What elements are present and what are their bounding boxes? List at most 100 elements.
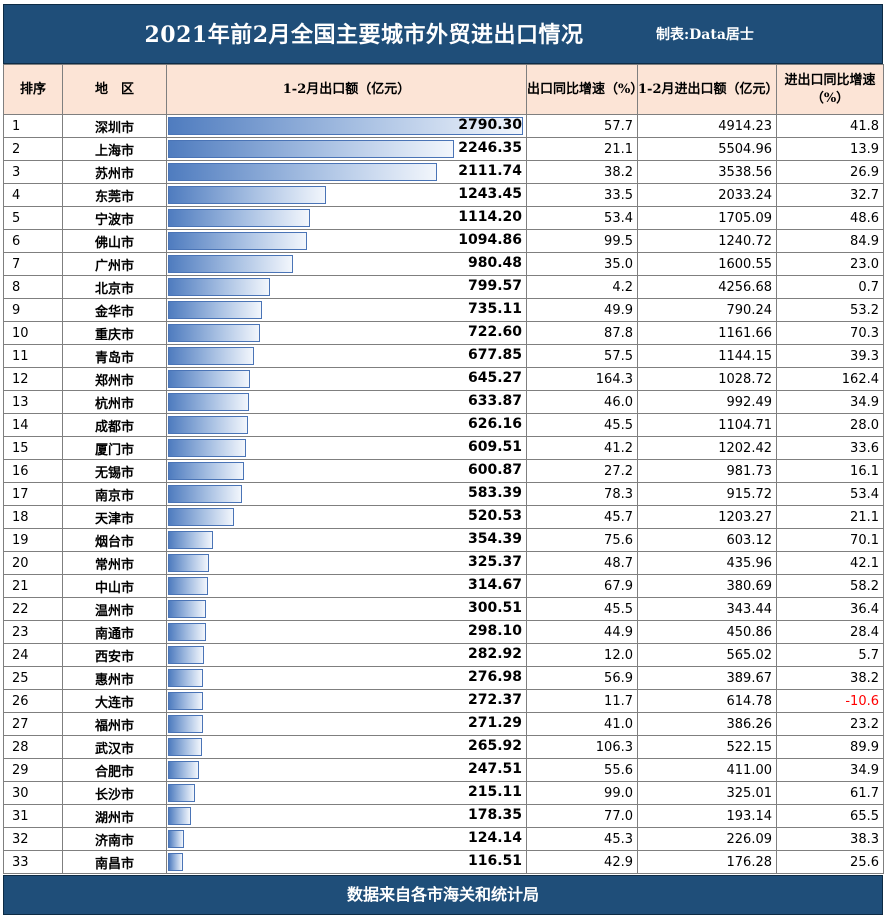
header-trade-yoy: 进出口同比增速（%） (776, 64, 884, 115)
table-row: 12 郑州市 645.27 164.3 1028.72 162.4 (3, 367, 884, 391)
header-export: 1-2月出口额（亿元） (166, 64, 527, 115)
trade-yoy-cell: 34.9 (776, 390, 884, 414)
trade-cell: 2033.24 (637, 183, 777, 207)
header-trade: 1-2月进出口额（亿元） (637, 64, 779, 115)
export-cell: 2790.30 (166, 114, 527, 138)
trade-yoy-cell: 32.7 (776, 183, 884, 207)
city-cell: 重庆市 (62, 321, 167, 345)
export-value: 1094.86 (458, 232, 522, 248)
table-row: 6 佛山市 1094.86 99.5 1240.72 84.9 (3, 229, 884, 253)
export-cell: 677.85 (166, 344, 527, 368)
table-row: 16 无锡市 600.87 27.2 981.73 16.1 (3, 459, 884, 483)
export-databar (168, 485, 243, 503)
city-cell: 烟台市 (62, 528, 167, 552)
export-yoy-cell: 106.3 (526, 735, 638, 759)
export-cell: 600.87 (166, 459, 527, 483)
export-yoy-cell: 12.0 (526, 643, 638, 667)
export-cell: 609.51 (166, 436, 527, 460)
export-databar (168, 347, 255, 365)
export-value: 276.98 (467, 669, 522, 685)
city-cell: 广州市 (62, 252, 167, 276)
table-row: 33 南昌市 116.51 42.9 176.28 25.6 (3, 850, 884, 874)
export-value: 2246.35 (458, 140, 522, 156)
trade-yoy-cell: 13.9 (776, 137, 884, 161)
export-cell: 2246.35 (166, 137, 527, 161)
export-value: 1243.45 (458, 186, 522, 202)
rank-cell: 23 (3, 620, 63, 644)
export-value: 282.92 (467, 646, 522, 662)
trade-yoy-cell: 53.2 (776, 298, 884, 322)
trade-cell: 3538.56 (637, 160, 777, 184)
export-cell: 300.51 (166, 597, 527, 621)
export-yoy-cell: 57.7 (526, 114, 638, 138)
rank-cell: 32 (3, 827, 63, 851)
trade-yoy-cell: 70.3 (776, 321, 884, 345)
rank-cell: 6 (3, 229, 63, 253)
export-yoy-cell: 45.5 (526, 597, 638, 621)
rank-cell: 3 (3, 160, 63, 184)
header-rank: 排序 (3, 64, 63, 115)
table-row: 25 惠州市 276.98 56.9 389.67 38.2 (3, 666, 884, 690)
trade-cell: 915.72 (637, 482, 777, 506)
city-cell: 常州市 (62, 551, 167, 575)
export-value: 735.11 (467, 301, 522, 317)
export-value: 298.10 (467, 623, 522, 639)
trade-yoy-cell: 36.4 (776, 597, 884, 621)
trade-table: 排序 地 区 1-2月出口额（亿元） 出口同比增速（%） 1-2月进出口额（亿元… (3, 64, 884, 874)
export-yoy-cell: 35.0 (526, 252, 638, 276)
export-databar (168, 255, 293, 273)
rank-cell: 2 (3, 137, 63, 161)
table-row: 9 金华市 735.11 49.9 790.24 53.2 (3, 298, 884, 322)
export-cell: 722.60 (166, 321, 527, 345)
export-cell: 271.29 (166, 712, 527, 736)
export-yoy-cell: 42.9 (526, 850, 638, 874)
export-yoy-cell: 45.3 (526, 827, 638, 851)
export-value: 265.92 (467, 738, 522, 754)
page-title: 2021年前2月全国主要城市外贸进出口情况 (144, 22, 584, 48)
export-value: 600.87 (467, 462, 522, 478)
trade-cell: 1028.72 (637, 367, 777, 391)
export-value: 2111.74 (458, 163, 522, 179)
city-cell: 济南市 (62, 827, 167, 851)
export-cell: 272.37 (166, 689, 527, 713)
export-cell: 1243.45 (166, 183, 527, 207)
export-cell: 520.53 (166, 505, 527, 529)
export-cell: 282.92 (166, 643, 527, 667)
city-cell: 中山市 (62, 574, 167, 598)
rank-cell: 30 (3, 781, 63, 805)
rank-cell: 5 (3, 206, 63, 230)
export-cell: 2111.74 (166, 160, 527, 184)
rank-cell: 7 (3, 252, 63, 276)
export-cell: 626.16 (166, 413, 527, 437)
export-databar (168, 324, 260, 342)
table-row: 23 南通市 298.10 44.9 450.86 28.4 (3, 620, 884, 644)
trade-yoy-cell: 65.5 (776, 804, 884, 828)
export-yoy-cell: 67.9 (526, 574, 638, 598)
city-cell: 惠州市 (62, 666, 167, 690)
rank-cell: 18 (3, 505, 63, 529)
city-cell: 金华市 (62, 298, 167, 322)
table-row: 28 武汉市 265.92 106.3 522.15 89.9 (3, 735, 884, 759)
export-value: 980.48 (467, 255, 522, 271)
export-cell: 247.51 (166, 758, 527, 782)
city-cell: 青岛市 (62, 344, 167, 368)
export-cell: 124.14 (166, 827, 527, 851)
city-cell: 西安市 (62, 643, 167, 667)
export-value: 314.67 (467, 577, 522, 593)
table-row: 19 烟台市 354.39 75.6 603.12 70.1 (3, 528, 884, 552)
export-yoy-cell: 45.7 (526, 505, 638, 529)
rank-cell: 10 (3, 321, 63, 345)
trade-cell: 522.15 (637, 735, 777, 759)
export-cell: 215.11 (166, 781, 527, 805)
trade-yoy-cell: 61.7 (776, 781, 884, 805)
trade-yoy-cell: 42.1 (776, 551, 884, 575)
trade-yoy-cell: 23.2 (776, 712, 884, 736)
rank-cell: 8 (3, 275, 63, 299)
rank-cell: 1 (3, 114, 63, 138)
export-databar (168, 416, 248, 434)
trade-yoy-cell: 33.6 (776, 436, 884, 460)
table-row: 15 厦门市 609.51 41.2 1202.42 33.6 (3, 436, 884, 460)
export-yoy-cell: 11.7 (526, 689, 638, 713)
city-cell: 北京市 (62, 275, 167, 299)
trade-cell: 325.01 (637, 781, 777, 805)
